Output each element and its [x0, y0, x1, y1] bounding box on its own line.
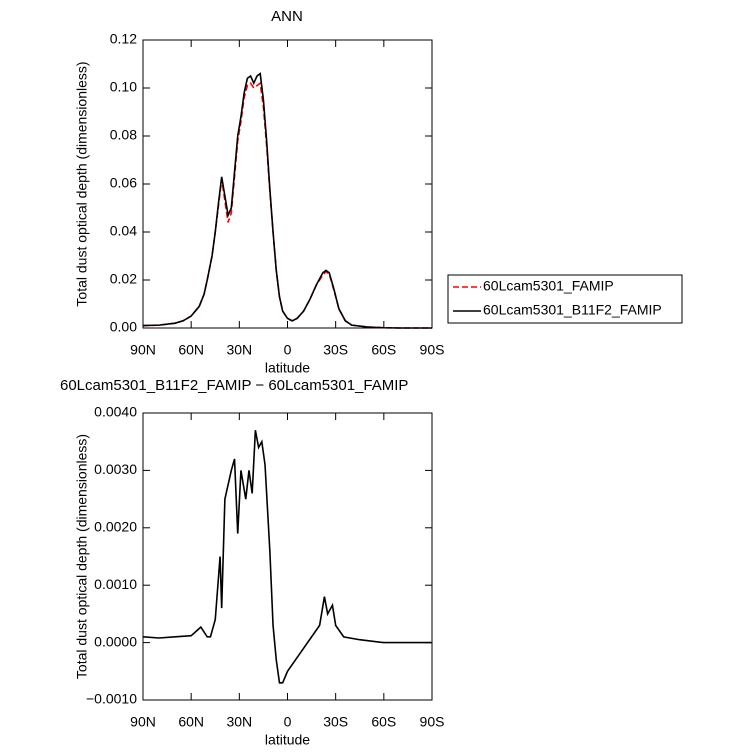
- x-axis-label: latitude: [265, 360, 310, 376]
- y-tick-label: 0.10: [110, 79, 137, 95]
- x-tick-label: 0: [284, 714, 292, 730]
- legend-label: 60Lcam5301_B11F2_FAMIP: [483, 302, 662, 318]
- x-tick-label: 60N: [178, 342, 204, 358]
- x-tick-label: 0: [284, 342, 292, 358]
- x-tick-label: 30S: [323, 714, 348, 730]
- x-tick-label: 90N: [130, 714, 156, 730]
- y-tick-label: −0.0010: [86, 691, 137, 707]
- x-tick-label: 60S: [371, 342, 396, 358]
- chart-title: ANN: [271, 8, 303, 25]
- x-tick-label: 90N: [130, 342, 156, 358]
- y-tick-label: 0.0010: [94, 576, 137, 592]
- y-axis-label: Total dust optical depth (dimensionless): [74, 61, 90, 306]
- data-line: [142, 72, 432, 329]
- x-tick-label: 90S: [420, 714, 445, 730]
- y-tick-label: 0.08: [110, 127, 137, 143]
- data-line: [142, 81, 432, 329]
- x-tick-label: 30N: [226, 342, 252, 358]
- plot-frame: [142, 39, 433, 329]
- data-line: [142, 430, 432, 684]
- x-tick-label: 30S: [323, 342, 348, 358]
- legend-box: [447, 274, 683, 324]
- y-tick-label: 0.04: [110, 223, 137, 239]
- y-tick-label: 0.02: [110, 271, 137, 287]
- x-axis-label: latitude: [265, 732, 310, 748]
- y-tick-label: 0.0020: [94, 519, 137, 535]
- y-tick-label: 0.0000: [94, 633, 137, 649]
- y-tick-label: 0.0030: [94, 461, 137, 477]
- y-tick-label: 0.06: [110, 175, 137, 191]
- chart-title: 60Lcam5301_B11F2_FAMIP − 60Lcam5301_FAMI…: [60, 377, 408, 394]
- x-tick-label: 90S: [420, 342, 445, 358]
- y-tick-label: 0.00: [110, 319, 137, 335]
- x-tick-label: 30N: [226, 714, 252, 730]
- legend-label: 60Lcam5301_FAMIP: [483, 278, 614, 294]
- y-tick-label: 0.0040: [94, 404, 137, 420]
- plot-frame: [142, 412, 433, 701]
- x-tick-label: 60N: [178, 714, 204, 730]
- x-tick-label: 60S: [371, 714, 396, 730]
- y-axis-label: Total dust optical depth (dimensionless): [74, 434, 90, 679]
- y-tick-label: 0.12: [110, 31, 137, 47]
